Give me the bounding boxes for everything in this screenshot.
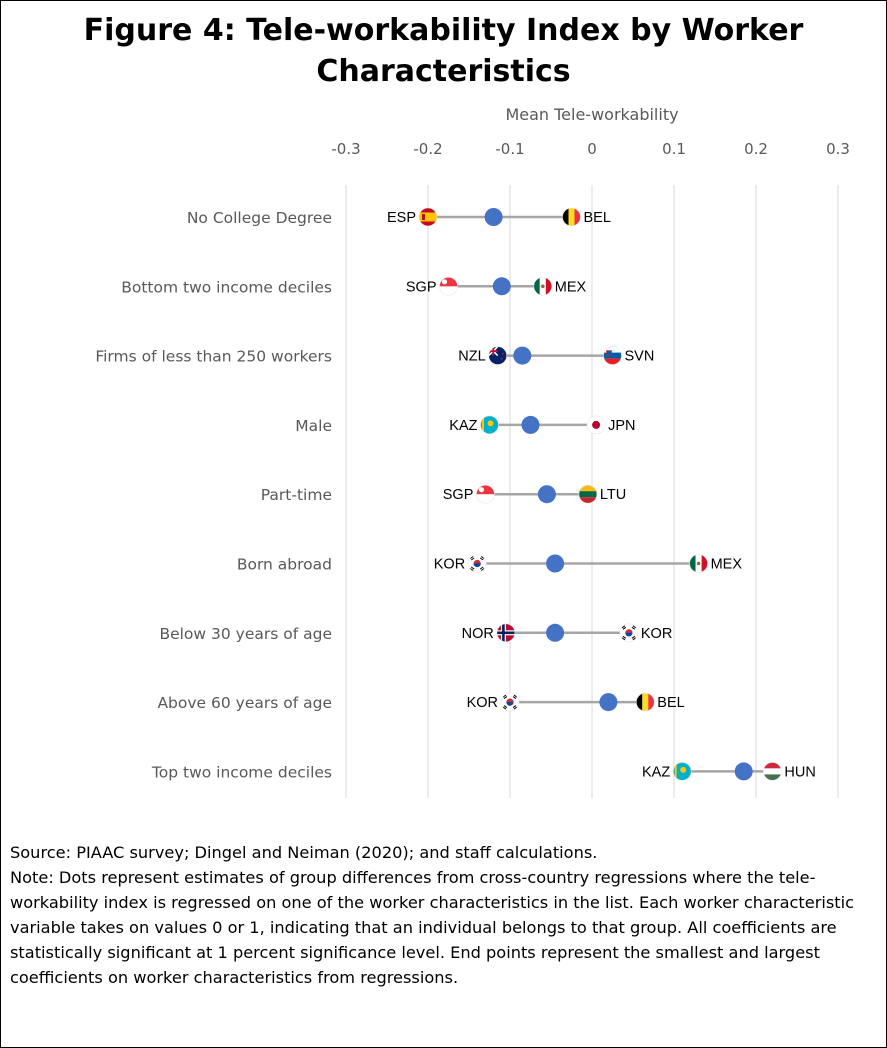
category-label: Top two income deciles [151,763,332,781]
x-axis-title: Mean Tele-workability [505,105,678,124]
flag-korea-icon [467,554,487,573]
x-tick-label: 0 [587,140,597,158]
chart-row: Firms of less than 250 workers NZL SVN [95,346,655,366]
flag-singapore-icon [439,276,458,296]
flag-mexico-icon [533,276,553,296]
x-tick-label: 0.3 [826,140,850,158]
max-country-label: SVN [625,349,655,365]
chart-row: Born abroad KOR MEX [237,554,743,574]
flag-new-zealand-icon [488,346,508,365]
max-country-label: HUN [784,764,815,780]
max-country-label: MEX [555,279,587,295]
min-country-label: KOR [434,557,465,573]
category-label: No College Degree [187,209,332,227]
flag-belgium-icon [562,207,581,227]
flag-korea-icon [500,692,520,712]
flag-korea-icon [619,623,639,643]
flag-singapore-icon [476,484,495,504]
category-label: Born abroad [237,556,332,574]
mean-dot [521,415,540,434]
source-note: Source: PIAAC survey; Dingel and Neiman … [10,843,598,862]
figure-notes: Source: PIAAC survey; Dingel and Neiman … [10,840,878,990]
max-country-label: LTU [600,487,626,503]
category-label: Bottom two income deciles [121,278,332,296]
flag-slovenia-icon [603,346,622,365]
explanatory-note: Note: Dots represent estimates of group … [10,868,855,987]
chart-row: Bottom two income deciles SGP MEX [121,276,587,296]
flag-norway-icon [496,623,516,643]
min-country-label: KOR [467,695,498,711]
min-country-label: KAZ [642,764,670,780]
figure-title: Figure 4: Tele-workability Index by Work… [83,13,804,89]
category-label: Male [295,417,332,435]
x-tick-label: -0.3 [331,140,360,158]
mean-dot [599,693,618,712]
max-country-label: JPN [608,418,635,434]
flag-hungary-icon [763,762,782,781]
chart-row: Above 60 years of age KOR BEL [157,692,685,712]
mean-dot [537,485,556,504]
dumbbell-chart: Mean Tele-workability -0.3 -0.2 -0.1 0 0.1 0.2… [95,105,850,798]
max-country-label: MEX [711,557,743,573]
mean-dot [492,277,511,296]
mean-dot [734,762,753,781]
min-country-label: NZL [458,349,485,365]
flag-japan-icon [586,415,606,435]
x-tick-label: -0.1 [495,140,524,158]
chart-row: Top two income deciles KAZ HUN [151,762,816,781]
max-country-label: BEL [657,695,684,711]
min-country-label: KAZ [449,418,477,434]
mean-dot [513,346,532,365]
min-country-label: SGP [406,279,437,295]
chart-row: Below 30 years of age NOR KOR [159,623,672,643]
mean-dot [484,208,503,226]
min-country-label: NOR [462,626,494,642]
min-country-label: ESP [387,210,416,226]
x-tick-label: 0.1 [662,140,686,158]
chart-row: Male KAZ JPN [295,415,636,435]
flag-spain-icon [418,207,438,227]
mean-dot [546,623,565,642]
max-country-label: BEL [584,210,611,226]
flag-lithuania-icon [578,484,598,504]
max-country-label: KOR [641,626,672,642]
x-tick-label: -0.2 [413,140,442,158]
flag-kazakhstan-icon [480,415,499,435]
category-label: Below 30 years of age [159,625,332,643]
category-label: Above 60 years of age [157,694,332,712]
flag-kazakhstan-icon [672,762,692,781]
chart-row: Part-time SGP LTU [261,484,626,504]
category-label: Firms of less than 250 workers [95,348,332,366]
category-label: Part-time [261,486,332,504]
x-tick-label: 0.2 [744,140,768,158]
flag-belgium-icon [635,692,655,712]
flag-mexico-icon [689,554,708,573]
mean-dot [546,554,565,573]
chart-row: No College Degree ESP BEL [187,207,611,227]
min-country-label: SGP [443,487,474,503]
